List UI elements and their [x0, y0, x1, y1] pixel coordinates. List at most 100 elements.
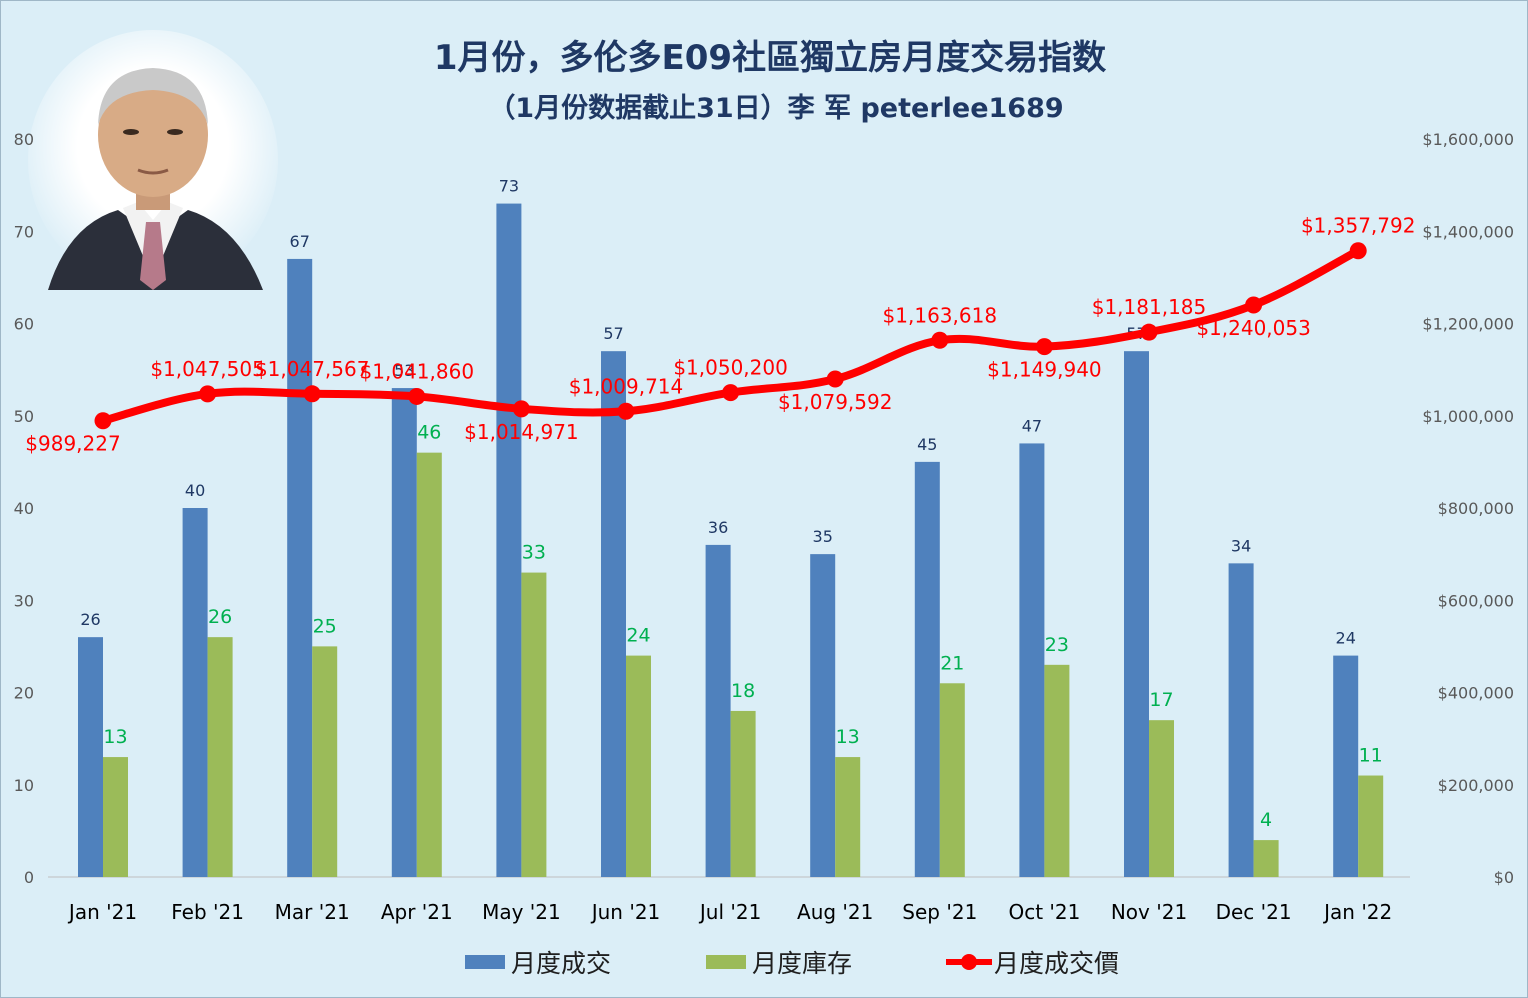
- bar-inventory-label: 33: [522, 542, 546, 564]
- bar-sales-label: 53: [394, 361, 414, 380]
- bar-sales-label: 35: [813, 527, 833, 546]
- left-tick-label: 50: [14, 407, 34, 426]
- bar-inventory-label: 17: [1149, 689, 1173, 711]
- right-tick-label: $200,000: [1438, 776, 1514, 795]
- legend-item-price: 月度成交價: [944, 944, 1119, 980]
- left-tick-label: 40: [14, 499, 34, 518]
- category-label: Sep '21: [902, 900, 977, 924]
- left-tick-label: 30: [14, 591, 34, 610]
- legend-item-sales: 月度成交: [465, 944, 611, 980]
- right-tick-label: $1,000,000: [1422, 407, 1514, 426]
- portrait-photo-icon: [28, 30, 278, 290]
- price-point: [199, 385, 217, 403]
- bar-inventory-label: 18: [731, 680, 755, 702]
- price-point: [931, 331, 949, 349]
- bar-inventory-label: 24: [626, 625, 650, 647]
- bar-sales: [601, 351, 626, 877]
- category-label: Feb '21: [171, 900, 244, 924]
- bar-sales-label: 67: [290, 232, 310, 251]
- price-point: [617, 402, 635, 420]
- bar-sales-label: 24: [1336, 629, 1356, 648]
- left-tick-label: 20: [14, 684, 34, 703]
- price-label: $1,163,618: [883, 303, 998, 327]
- price-label: $1,009,714: [569, 374, 684, 398]
- bar-inventory: [1253, 840, 1279, 877]
- bar-inventory: [207, 637, 233, 877]
- price-point: [1245, 296, 1263, 314]
- category-label: Jun '21: [590, 900, 661, 924]
- bar-inventory-label: 13: [836, 726, 860, 748]
- left-axis: 0 10 20 30 40 50 60 70 80: [14, 130, 34, 887]
- price-label: $1,047,567: [255, 357, 370, 381]
- bar-inventory-label: 13: [103, 726, 127, 748]
- bar-inventory: [939, 683, 965, 877]
- right-axis: $0 $200,000 $400,000 $600,000 $800,000 $1,000…: [1422, 130, 1514, 887]
- left-tick-label: 10: [14, 776, 34, 795]
- price-labels: $989,227 $1,047,505$1,047,567$1,041,860 $1…: [25, 214, 1415, 456]
- bar-sales: [78, 637, 103, 877]
- bar-inventory: [103, 757, 128, 877]
- category-labels: Jan '21 Feb '21 Mar '21 Apr '21 May '21 Jun '…: [67, 900, 1392, 924]
- bar-sales-label: 47: [1022, 416, 1042, 435]
- price-point: [722, 384, 740, 402]
- legend-swatch-sales: [465, 955, 505, 969]
- price-line-series: [94, 242, 1367, 430]
- right-tick-label: $1,400,000: [1422, 222, 1514, 241]
- category-label: Aug '21: [797, 900, 873, 924]
- right-tick-label: $0: [1494, 868, 1514, 887]
- category-label: Jan '22: [1322, 900, 1392, 924]
- bar-inventory-label: 25: [313, 615, 337, 637]
- category-label: May '21: [482, 900, 561, 924]
- right-tick-label: $800,000: [1438, 499, 1514, 518]
- bar-inventory-label: 4: [1260, 809, 1272, 831]
- left-tick-label: 80: [14, 130, 34, 149]
- left-tick-label: 60: [14, 315, 34, 334]
- bar-sales: [1228, 563, 1254, 877]
- bar-inventory-label: 21: [940, 652, 964, 674]
- category-label: Apr '21: [381, 900, 453, 924]
- legend-item-inventory: 月度庫存: [706, 944, 852, 980]
- bar-inventory-label: 46: [417, 422, 441, 444]
- chart-subtitle: （1月份数据截止31日）李 军 peterlee1689: [488, 93, 1064, 124]
- left-tick-label: 0: [24, 868, 34, 887]
- bar-sales: [391, 388, 417, 877]
- bar-sales-label: 73: [499, 177, 519, 196]
- legend-swatch-inventory: [706, 955, 746, 969]
- price-label: $1,149,940: [987, 358, 1102, 382]
- legend-label-sales: 月度成交: [511, 949, 612, 978]
- price-label: $1,181,185: [1092, 295, 1207, 319]
- price-point: [1035, 338, 1053, 356]
- bar-inventory: [1149, 720, 1174, 877]
- bar-inventory: [521, 572, 547, 877]
- left-tick-label: 70: [14, 222, 34, 241]
- bar-sales: [287, 258, 313, 877]
- category-label: Oct '21: [1008, 900, 1080, 924]
- legend-label-inventory: 月度庫存: [752, 949, 853, 978]
- chart-title: 1月份，多伦多E09社區獨立房月度交易指数: [433, 38, 1107, 78]
- price-label: $1,041,860: [360, 359, 475, 383]
- bar-inventory: [416, 452, 442, 877]
- bar-inventory-label: 11: [1359, 745, 1383, 767]
- bar-inventory: [1358, 775, 1384, 877]
- bar-inventory: [835, 757, 861, 877]
- bar-inventory-label: 23: [1045, 634, 1069, 656]
- price-label: $1,079,592: [778, 390, 893, 414]
- bar-sales-label: 40: [185, 481, 205, 500]
- bar-sales: [1124, 351, 1149, 877]
- category-label: Jul '21: [698, 900, 761, 924]
- category-label: Mar '21: [275, 900, 350, 924]
- bar-sales: [705, 544, 731, 877]
- bar-inventory: [626, 655, 651, 877]
- bar-inventory-label: 26: [208, 606, 232, 628]
- price-label: $1,050,200: [673, 356, 788, 380]
- bar-inventory: [312, 646, 338, 877]
- right-tick-label: $1,600,000: [1422, 130, 1514, 149]
- right-tick-label: $600,000: [1438, 591, 1514, 610]
- price-point: [512, 400, 530, 418]
- price-point: [826, 370, 844, 388]
- legend-swatch-price: [946, 954, 992, 970]
- bar-sales-label: 36: [708, 518, 728, 537]
- bar-sales-label: 34: [1231, 536, 1251, 555]
- price-point: [408, 387, 426, 405]
